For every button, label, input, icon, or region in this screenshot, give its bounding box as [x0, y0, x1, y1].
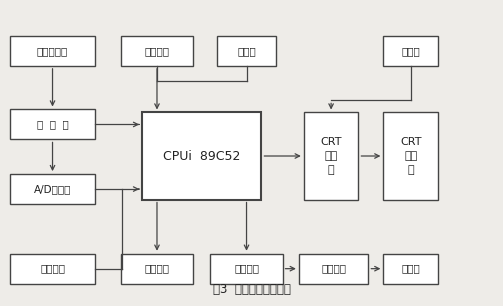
Bar [210, 254, 283, 284]
Bar [383, 112, 438, 200]
Bar [10, 254, 95, 284]
Bar [121, 254, 193, 284]
Bar [10, 110, 95, 140]
Text: 上料中断: 上料中断 [144, 46, 170, 56]
Text: 光电隔离: 光电隔离 [234, 264, 259, 274]
Bar [10, 174, 95, 204]
Bar [142, 112, 262, 200]
Text: CPUi  89C52: CPUi 89C52 [163, 150, 240, 162]
Text: 放  大  器: 放 大 器 [37, 119, 68, 129]
Text: CRT
适配
器: CRT 适配 器 [320, 137, 342, 175]
Text: 压力传感器: 压力传感器 [37, 46, 68, 56]
Text: 继电器: 继电器 [401, 264, 420, 274]
Bar [121, 36, 193, 66]
Bar [299, 254, 368, 284]
Text: CRT
显示
器: CRT 显示 器 [400, 137, 422, 175]
Bar [304, 112, 359, 200]
Bar [383, 36, 438, 66]
Text: 功率驱动: 功率驱动 [321, 264, 346, 274]
Text: 打印机: 打印机 [401, 46, 420, 56]
Text: 图3  微机控制系统框图: 图3 微机控制系统框图 [213, 283, 290, 296]
Text: 键盘输入: 键盘输入 [40, 264, 65, 274]
Text: 缺料报警: 缺料报警 [144, 264, 170, 274]
Text: A/D转换器: A/D转换器 [34, 184, 71, 194]
Text: 遥控盒: 遥控盒 [237, 46, 256, 56]
Bar [10, 36, 95, 66]
Bar [383, 254, 438, 284]
Bar [217, 36, 276, 66]
